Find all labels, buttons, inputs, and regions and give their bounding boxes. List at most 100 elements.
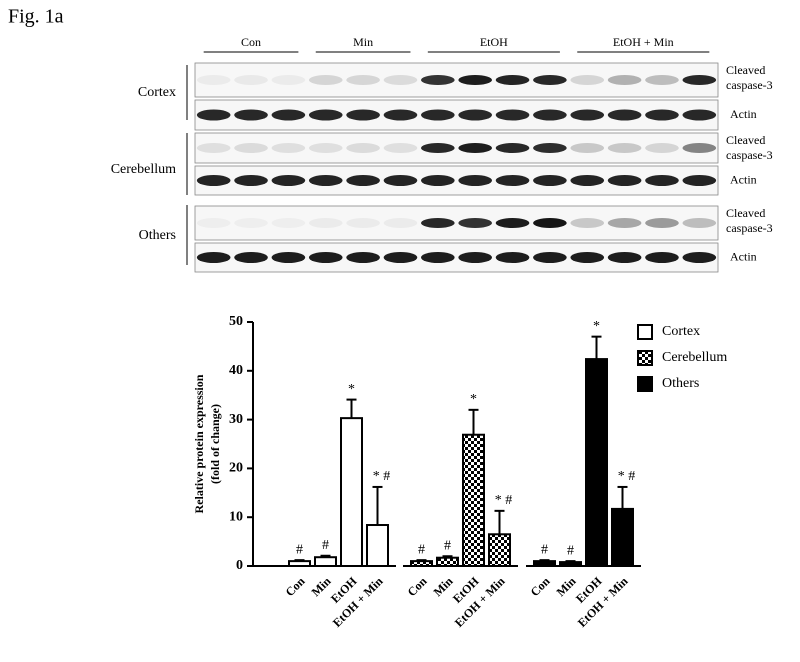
band — [458, 218, 492, 228]
band — [383, 218, 418, 228]
band — [682, 109, 717, 121]
legend-swatch — [637, 376, 653, 392]
legend-label: Cortex — [662, 324, 700, 339]
bar — [488, 533, 511, 568]
band — [346, 252, 380, 263]
band-label: Cleaved — [726, 133, 765, 147]
x-tick-label: Con — [405, 574, 430, 599]
band — [458, 109, 492, 121]
band — [421, 218, 455, 228]
band — [533, 109, 567, 121]
y-tick-label: 0 — [236, 558, 243, 573]
band — [346, 175, 380, 186]
band — [271, 75, 306, 85]
band-label: Cleaved — [726, 63, 765, 77]
band — [570, 75, 605, 85]
bar — [410, 560, 433, 567]
band — [271, 175, 306, 186]
band — [645, 109, 679, 121]
y-tick-label: 10 — [229, 509, 243, 524]
legend-label: Others — [662, 376, 699, 391]
band — [308, 175, 343, 186]
band — [458, 252, 492, 263]
band — [234, 109, 268, 121]
band — [570, 175, 605, 186]
band — [607, 143, 642, 153]
y-axis-label: Relative protein expression — [192, 374, 206, 513]
band — [308, 252, 343, 263]
band — [682, 143, 717, 153]
band — [346, 143, 380, 153]
band — [196, 109, 231, 121]
group-label: Min — [353, 35, 373, 49]
band — [533, 143, 567, 153]
band — [346, 218, 380, 228]
band — [533, 252, 567, 263]
legend-swatch — [637, 324, 653, 340]
group-label: Con — [241, 35, 261, 49]
annotation: # — [444, 538, 451, 553]
annotation: * # — [495, 493, 513, 508]
band — [383, 252, 418, 263]
tissue-label: Others — [139, 228, 176, 243]
band — [495, 143, 530, 153]
band — [645, 218, 679, 228]
band — [458, 143, 492, 153]
band — [607, 109, 642, 121]
y-tick-label: 30 — [229, 412, 243, 427]
band — [346, 109, 380, 121]
band — [533, 175, 567, 186]
band — [308, 109, 343, 121]
group-label: EtOH — [480, 35, 508, 49]
band — [271, 218, 306, 228]
annotation: # — [322, 538, 329, 553]
annotation: * — [348, 382, 355, 397]
figure-label: Fig. 1a — [8, 6, 64, 28]
band — [196, 75, 231, 85]
band — [645, 75, 679, 85]
band — [645, 175, 679, 186]
bar — [585, 358, 608, 568]
band — [196, 218, 231, 228]
x-tick-label: Con — [528, 574, 553, 599]
band — [196, 252, 231, 263]
bar — [559, 561, 582, 568]
bar — [436, 556, 459, 567]
annotation: * # — [373, 469, 391, 484]
band-label: Actin — [730, 249, 757, 263]
band — [570, 143, 605, 153]
band — [383, 143, 418, 153]
band — [271, 143, 306, 153]
y-tick-label: 20 — [229, 461, 243, 476]
band — [308, 218, 343, 228]
annotation: * — [470, 392, 477, 407]
band — [234, 218, 268, 228]
bar — [462, 433, 485, 567]
band — [495, 252, 530, 263]
band-label: Cleaved — [726, 206, 765, 220]
y-tick-label: 50 — [229, 314, 243, 329]
bar — [288, 560, 311, 567]
bar-chart: 0 10 20 30 40 50 Relative protein expression (f… — [192, 314, 728, 630]
band — [346, 75, 380, 85]
band-label: Actin — [730, 172, 757, 186]
band — [421, 252, 455, 263]
band — [421, 109, 455, 121]
annotation: # — [541, 542, 548, 557]
band — [383, 175, 418, 186]
band — [495, 175, 530, 186]
band — [308, 143, 343, 153]
legend-swatch — [637, 350, 653, 366]
band — [570, 109, 605, 121]
bar — [611, 507, 634, 567]
tissue-label: Cerebellum — [111, 162, 176, 177]
band — [234, 175, 268, 186]
band — [421, 143, 455, 153]
blot-panel — [194, 62, 719, 98]
blot-panel — [194, 132, 719, 164]
band-label: caspase-3 — [726, 78, 773, 92]
band — [196, 143, 231, 153]
band — [607, 218, 642, 228]
band — [570, 252, 605, 263]
